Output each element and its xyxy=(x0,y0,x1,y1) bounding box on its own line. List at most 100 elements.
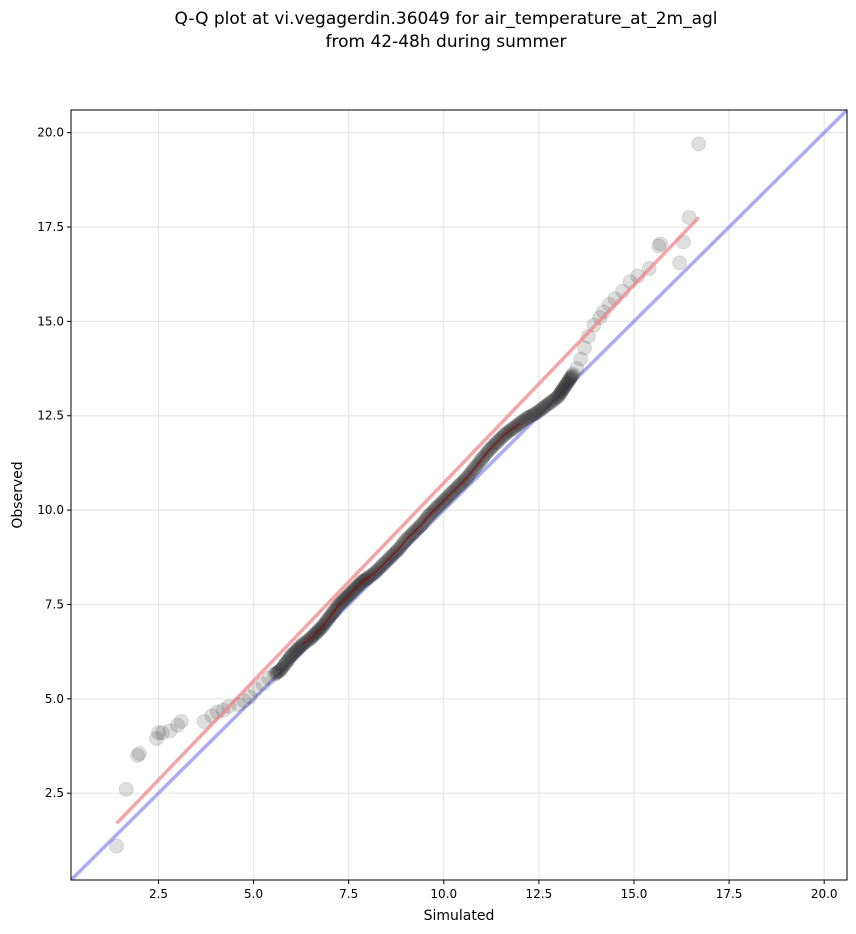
data-point xyxy=(545,393,560,408)
data-point xyxy=(651,238,667,254)
data-point xyxy=(580,328,596,344)
data-point xyxy=(149,730,165,746)
data-point xyxy=(565,366,581,382)
data-point xyxy=(542,396,557,411)
y-tick-label: 17.5 xyxy=(37,220,64,234)
data-point xyxy=(162,723,178,739)
data-point xyxy=(565,368,580,383)
x-tick-label: 12.5 xyxy=(526,887,553,901)
x-tick-label: 7.5 xyxy=(339,887,358,901)
data-point xyxy=(291,641,306,656)
data-point xyxy=(561,374,576,389)
data-point xyxy=(558,378,574,394)
x-axis-label: Simulated xyxy=(424,908,495,924)
data-point xyxy=(557,379,572,394)
data-point xyxy=(561,372,577,388)
data-point xyxy=(551,388,566,403)
data-point xyxy=(521,409,536,424)
dense-trace xyxy=(302,422,521,645)
data-point xyxy=(549,390,564,405)
y-tick-label: 12.5 xyxy=(37,409,64,423)
data-point xyxy=(672,255,688,271)
x-tick-label: 5.0 xyxy=(244,887,263,901)
data-point xyxy=(561,373,576,388)
data-point xyxy=(130,747,146,763)
x-tick-label: 17.5 xyxy=(716,887,743,901)
data-point xyxy=(527,406,543,422)
data-point xyxy=(681,210,697,226)
data-point xyxy=(279,654,294,669)
data-point xyxy=(282,650,297,665)
data-point xyxy=(173,713,189,729)
data-point xyxy=(286,646,301,661)
data-point xyxy=(564,369,579,384)
data-point xyxy=(538,399,553,414)
data-point xyxy=(242,689,258,705)
data-point xyxy=(118,781,134,797)
data-point xyxy=(552,387,567,402)
data-point xyxy=(554,383,570,399)
data-point xyxy=(255,676,271,692)
identity-line xyxy=(71,110,847,880)
data-point xyxy=(270,665,285,680)
data-point xyxy=(577,340,593,356)
data-point xyxy=(560,375,575,390)
data-point xyxy=(277,658,292,673)
data-point xyxy=(277,657,292,672)
y-axis-label: Observed xyxy=(10,461,26,528)
x-tick-label: 15.0 xyxy=(621,887,648,901)
plot-frame xyxy=(70,109,848,881)
data-point xyxy=(555,382,570,397)
x-axis: 2.5 5.0 7.5 10.0 12.5 15.0 17.5 20.0 xyxy=(149,880,838,901)
data-point xyxy=(284,647,300,663)
data-point xyxy=(287,645,302,660)
data-point xyxy=(573,351,589,367)
data-point xyxy=(540,397,555,412)
data-point xyxy=(523,409,538,424)
data-point xyxy=(275,660,290,675)
data-point xyxy=(653,236,669,252)
data-point xyxy=(274,662,289,677)
data-points xyxy=(109,136,707,854)
data-point xyxy=(550,389,566,405)
data-point xyxy=(544,394,559,409)
chart-title: Q-Q plot at vi.vegagerdin.36049 for air_… xyxy=(0,8,856,54)
data-point xyxy=(131,746,147,762)
data-point xyxy=(536,400,551,415)
data-point xyxy=(539,398,554,413)
data-point xyxy=(529,405,544,420)
data-point xyxy=(552,387,567,402)
data-point xyxy=(517,412,532,427)
data-point xyxy=(691,136,707,152)
data-point xyxy=(534,402,549,417)
data-point xyxy=(280,653,295,668)
data-point xyxy=(592,310,608,326)
data-point xyxy=(247,681,263,697)
data-point xyxy=(526,407,541,422)
data-point xyxy=(268,666,283,681)
data-point xyxy=(261,670,277,686)
data-point xyxy=(530,404,545,419)
x-tick-label: 20.0 xyxy=(811,887,838,901)
data-point xyxy=(196,713,212,729)
data-point xyxy=(535,400,551,416)
data-point xyxy=(267,666,283,682)
data-point xyxy=(283,649,298,664)
data-point xyxy=(292,640,307,655)
data-point xyxy=(563,370,578,385)
data-point xyxy=(272,663,288,679)
x-tick-label: 10.0 xyxy=(430,887,457,901)
data-point xyxy=(288,644,303,659)
data-point xyxy=(236,693,252,709)
data-point xyxy=(272,664,287,679)
data-point xyxy=(557,380,572,395)
data-point xyxy=(562,371,577,386)
data-point xyxy=(564,370,579,385)
data-point xyxy=(548,391,563,406)
data-point xyxy=(569,361,585,377)
data-point xyxy=(269,666,284,681)
data-point xyxy=(109,838,125,854)
data-point xyxy=(150,725,166,741)
data-point xyxy=(553,386,568,401)
data-point xyxy=(524,408,539,423)
